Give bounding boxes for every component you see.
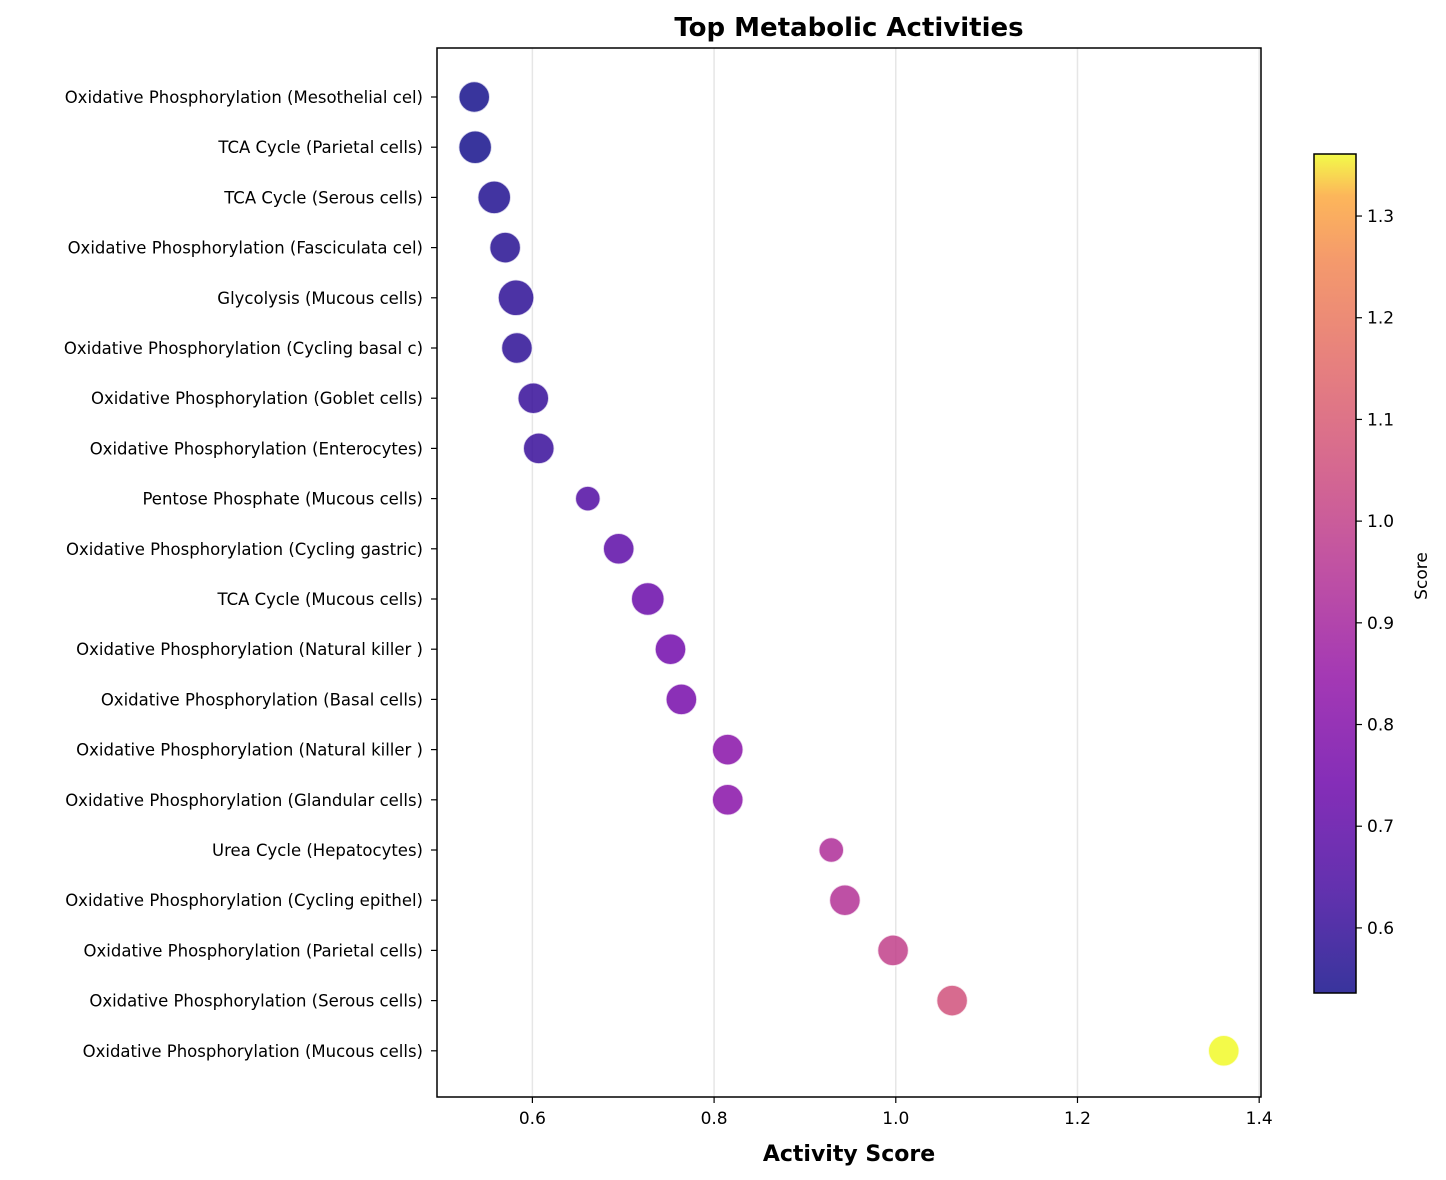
data-point [711, 733, 744, 766]
data-point [517, 381, 550, 415]
data-point [497, 279, 535, 317]
data-point [457, 80, 491, 114]
grid-lines [531, 48, 1260, 1097]
colorbar-tick-label: 1.1 [1367, 410, 1394, 430]
chart-title: Top Metabolic Activities [674, 13, 1023, 43]
data-point [522, 432, 556, 465]
data-point [500, 331, 534, 365]
data-point [711, 783, 744, 817]
data-point [1207, 1034, 1241, 1068]
data-point [876, 934, 910, 967]
colorbar-tick-label: 0.9 [1367, 614, 1394, 634]
y-tick-label: Oxidative Phosphorylation (Glandular cel… [65, 791, 423, 810]
y-tick-label: Glycolysis (Mucous cells) [217, 289, 423, 308]
data-point [665, 683, 698, 716]
y-tick-label: Oxidative Phosphorylation (Serous cells) [89, 992, 423, 1011]
x-tick-label: 0.6 [519, 1109, 546, 1129]
y-tick-label: TCA Cycle (Mucous cells) [216, 590, 423, 609]
y-tick-label: Oxidative Phosphorylation (Cycling epith… [65, 891, 423, 910]
y-tick-label: Oxidative Phosphorylation (Fasciculata c… [68, 239, 423, 258]
y-tick-label: Oxidative Phosphorylation (Natural kille… [76, 741, 423, 760]
data-point [818, 836, 845, 864]
data-point [476, 180, 512, 215]
y-tick-label: Oxidative Phosphorylation (Natural kille… [76, 640, 423, 659]
y-tick-label: TCA Cycle (Parietal cells) [217, 138, 423, 157]
data-point [935, 984, 969, 1017]
y-tick-label: Oxidative Phosphorylation (Parietal cell… [84, 941, 423, 960]
data-point [602, 532, 635, 566]
y-tick-label: Pentose Phosphate (Mucous cells) [142, 490, 423, 509]
data-point [457, 129, 493, 165]
colorbar [1313, 153, 1357, 994]
colorbar-tick-label: 0.6 [1367, 919, 1394, 939]
y-tick-label: Oxidative Phosphorylation (Cycling gastr… [66, 540, 423, 559]
data-points [457, 80, 1241, 1068]
y-axis-ticks: Oxidative Phosphorylation (Mesothelial c… [64, 88, 437, 1061]
y-tick-label: Oxidative Phosphorylation (Mucous cells) [83, 1042, 423, 1061]
data-point [630, 581, 666, 617]
colorbar-label: Score [1412, 552, 1432, 600]
y-tick-label: Oxidative Phosphorylation (Enterocytes) [90, 439, 423, 458]
colorbar-tick-label: 1.3 [1367, 207, 1394, 227]
y-tick-label: Oxidative Phosphorylation (Goblet cells) [91, 389, 423, 408]
x-tick-label: 1.2 [1064, 1109, 1091, 1129]
colorbar-tick-label: 0.8 [1367, 716, 1394, 736]
data-point [654, 632, 687, 666]
y-tick-label: Oxidative Phosphorylation (Mesothelial c… [65, 88, 423, 107]
colorbar-ticks: 0.6 0.7 0.8 0.9 1.0 1.1 1.2 1.3 [1356, 207, 1394, 939]
x-tick-label: 1.0 [882, 1109, 909, 1129]
y-tick-label: Urea Cycle (Hepatocytes) [212, 841, 423, 860]
colorbar-tick-label: 0.7 [1367, 817, 1394, 837]
y-tick-label: Oxidative Phosphorylation (Basal cells) [101, 690, 423, 709]
y-tick-label: Oxidative Phosphorylation (Cycling basal… [64, 339, 423, 358]
data-point [574, 485, 602, 512]
x-axis-ticks: 0.6 0.8 1.0 1.2 1.4 [519, 1097, 1273, 1129]
colorbar-tick-label: 1.0 [1367, 512, 1394, 532]
colorbar-tick-label: 1.2 [1367, 309, 1394, 329]
plot-frame [436, 47, 1262, 1098]
x-tick-label: 0.8 [701, 1109, 728, 1129]
x-axis-label: Activity Score [763, 1142, 935, 1167]
x-tick-label: 1.4 [1246, 1109, 1273, 1129]
data-point [488, 231, 522, 264]
y-tick-label: TCA Cycle (Serous cells) [223, 188, 423, 207]
data-point [828, 883, 862, 917]
